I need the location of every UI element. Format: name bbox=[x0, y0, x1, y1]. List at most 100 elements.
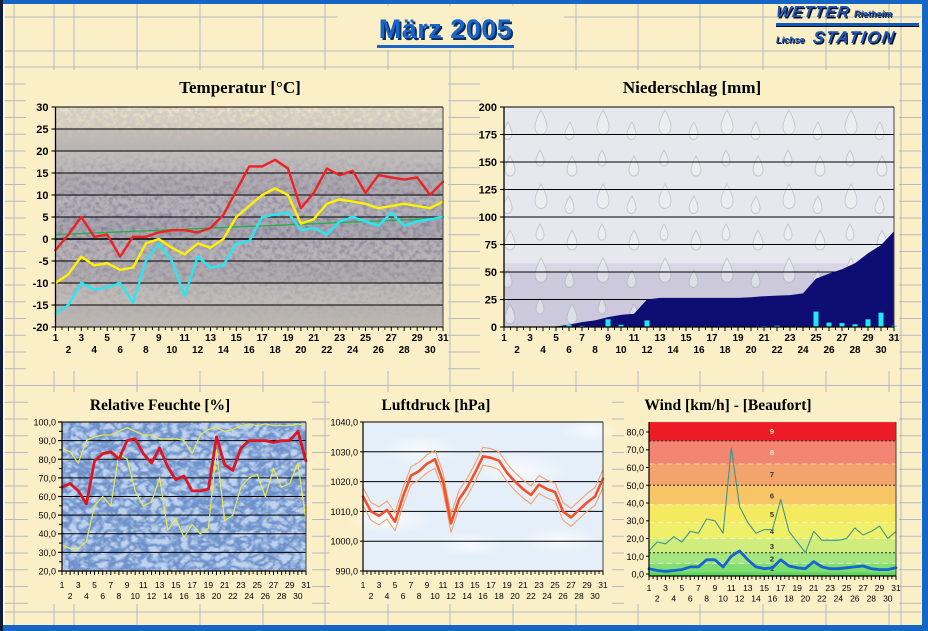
svg-text:22: 22 bbox=[526, 591, 536, 601]
svg-text:26: 26 bbox=[850, 594, 860, 604]
svg-text:Temperatur [°C]: Temperatur [°C] bbox=[179, 78, 301, 97]
svg-text:10: 10 bbox=[166, 345, 178, 356]
svg-text:2: 2 bbox=[770, 554, 774, 563]
svg-text:13: 13 bbox=[454, 580, 464, 590]
svg-text:5: 5 bbox=[393, 580, 398, 590]
svg-text:22: 22 bbox=[817, 594, 827, 604]
svg-text:2: 2 bbox=[655, 594, 660, 604]
svg-text:125: 125 bbox=[479, 185, 497, 197]
svg-text:150: 150 bbox=[479, 157, 497, 169]
svg-text:4: 4 bbox=[540, 345, 546, 356]
svg-text:6: 6 bbox=[117, 345, 123, 356]
svg-text:11: 11 bbox=[179, 333, 190, 344]
svg-text:11: 11 bbox=[139, 580, 148, 590]
svg-text:12: 12 bbox=[641, 345, 653, 356]
svg-text:23: 23 bbox=[825, 583, 835, 593]
svg-text:5: 5 bbox=[553, 333, 559, 344]
svg-text:31: 31 bbox=[301, 580, 311, 590]
svg-text:2: 2 bbox=[514, 345, 520, 356]
svg-text:24: 24 bbox=[347, 345, 359, 356]
svg-text:31: 31 bbox=[891, 583, 901, 593]
svg-text:20: 20 bbox=[295, 345, 307, 356]
svg-text:13: 13 bbox=[743, 583, 753, 593]
svg-text:25: 25 bbox=[252, 580, 262, 590]
svg-text:17: 17 bbox=[257, 333, 269, 344]
svg-text:0: 0 bbox=[491, 322, 497, 334]
svg-text:30: 30 bbox=[590, 591, 600, 601]
svg-text:14: 14 bbox=[163, 591, 173, 601]
svg-text:21: 21 bbox=[518, 580, 528, 590]
svg-text:12: 12 bbox=[735, 594, 745, 604]
svg-text:28: 28 bbox=[867, 594, 877, 604]
svg-text:15: 15 bbox=[470, 580, 480, 590]
svg-text:4: 4 bbox=[91, 345, 97, 356]
svg-text:31: 31 bbox=[598, 580, 608, 590]
svg-text:18: 18 bbox=[784, 594, 794, 604]
svg-text:21: 21 bbox=[308, 333, 320, 344]
svg-text:90,0: 90,0 bbox=[38, 436, 56, 446]
svg-text:29: 29 bbox=[862, 333, 874, 344]
svg-text:29: 29 bbox=[875, 583, 885, 593]
svg-text:6: 6 bbox=[566, 345, 572, 356]
svg-text:30: 30 bbox=[875, 345, 887, 356]
svg-text:27: 27 bbox=[269, 580, 279, 590]
svg-text:1000,0: 1000,0 bbox=[330, 537, 358, 547]
svg-text:5: 5 bbox=[92, 580, 97, 590]
svg-text:19: 19 bbox=[502, 580, 512, 590]
svg-text:22: 22 bbox=[228, 591, 238, 601]
svg-text:31: 31 bbox=[437, 333, 449, 344]
svg-text:28: 28 bbox=[277, 591, 287, 601]
svg-text:24: 24 bbox=[244, 591, 254, 601]
svg-text:28: 28 bbox=[399, 345, 411, 356]
svg-text:100,0: 100,0 bbox=[33, 418, 56, 428]
svg-text:1010,0: 1010,0 bbox=[330, 507, 358, 517]
svg-text:3: 3 bbox=[377, 580, 382, 590]
svg-text:Relative Feuchte [%]: Relative Feuchte [%] bbox=[90, 397, 230, 414]
svg-text:14: 14 bbox=[667, 345, 679, 356]
svg-text:15: 15 bbox=[760, 583, 770, 593]
svg-text:16: 16 bbox=[693, 345, 705, 356]
svg-text:26: 26 bbox=[261, 591, 271, 601]
svg-text:29: 29 bbox=[412, 333, 424, 344]
svg-text:21: 21 bbox=[809, 583, 819, 593]
svg-text:Luftdruck [hPa]: Luftdruck [hPa] bbox=[382, 397, 491, 414]
svg-text:19: 19 bbox=[732, 333, 744, 344]
svg-text:70,0: 70,0 bbox=[626, 445, 644, 455]
svg-text:7: 7 bbox=[770, 470, 774, 479]
svg-text:24: 24 bbox=[542, 591, 552, 601]
svg-text:11: 11 bbox=[727, 583, 736, 593]
svg-text:990,0: 990,0 bbox=[335, 567, 358, 577]
svg-text:1030,0: 1030,0 bbox=[330, 447, 358, 457]
svg-text:2: 2 bbox=[369, 591, 374, 601]
svg-text:8: 8 bbox=[417, 591, 422, 601]
svg-text:3: 3 bbox=[663, 583, 668, 593]
svg-text:20,0: 20,0 bbox=[626, 534, 644, 544]
svg-text:18: 18 bbox=[494, 591, 504, 601]
svg-text:20: 20 bbox=[510, 591, 520, 601]
svg-text:26: 26 bbox=[558, 591, 568, 601]
svg-text:8: 8 bbox=[143, 345, 149, 356]
svg-text:2: 2 bbox=[68, 591, 73, 601]
svg-text:0: 0 bbox=[42, 234, 48, 246]
svg-text:70,0: 70,0 bbox=[38, 473, 56, 483]
svg-text:19: 19 bbox=[204, 580, 214, 590]
svg-text:25: 25 bbox=[485, 295, 497, 307]
svg-text:20: 20 bbox=[36, 146, 48, 158]
svg-text:27: 27 bbox=[386, 333, 398, 344]
svg-text:50: 50 bbox=[485, 267, 497, 279]
svg-text:60,0: 60,0 bbox=[38, 492, 56, 502]
svg-text:9: 9 bbox=[125, 580, 130, 590]
svg-text:1: 1 bbox=[53, 333, 59, 344]
svg-text:10: 10 bbox=[615, 345, 627, 356]
svg-text:17: 17 bbox=[486, 580, 496, 590]
svg-text:8: 8 bbox=[592, 345, 598, 356]
svg-text:9: 9 bbox=[770, 427, 774, 436]
svg-text:23: 23 bbox=[784, 333, 796, 344]
svg-text:10: 10 bbox=[130, 591, 140, 601]
svg-text:17: 17 bbox=[187, 580, 197, 590]
svg-text:11: 11 bbox=[439, 580, 448, 590]
svg-text:23: 23 bbox=[334, 333, 346, 344]
svg-text:15: 15 bbox=[231, 333, 243, 344]
svg-text:30,0: 30,0 bbox=[626, 516, 644, 526]
svg-text:30,0: 30,0 bbox=[38, 548, 56, 558]
